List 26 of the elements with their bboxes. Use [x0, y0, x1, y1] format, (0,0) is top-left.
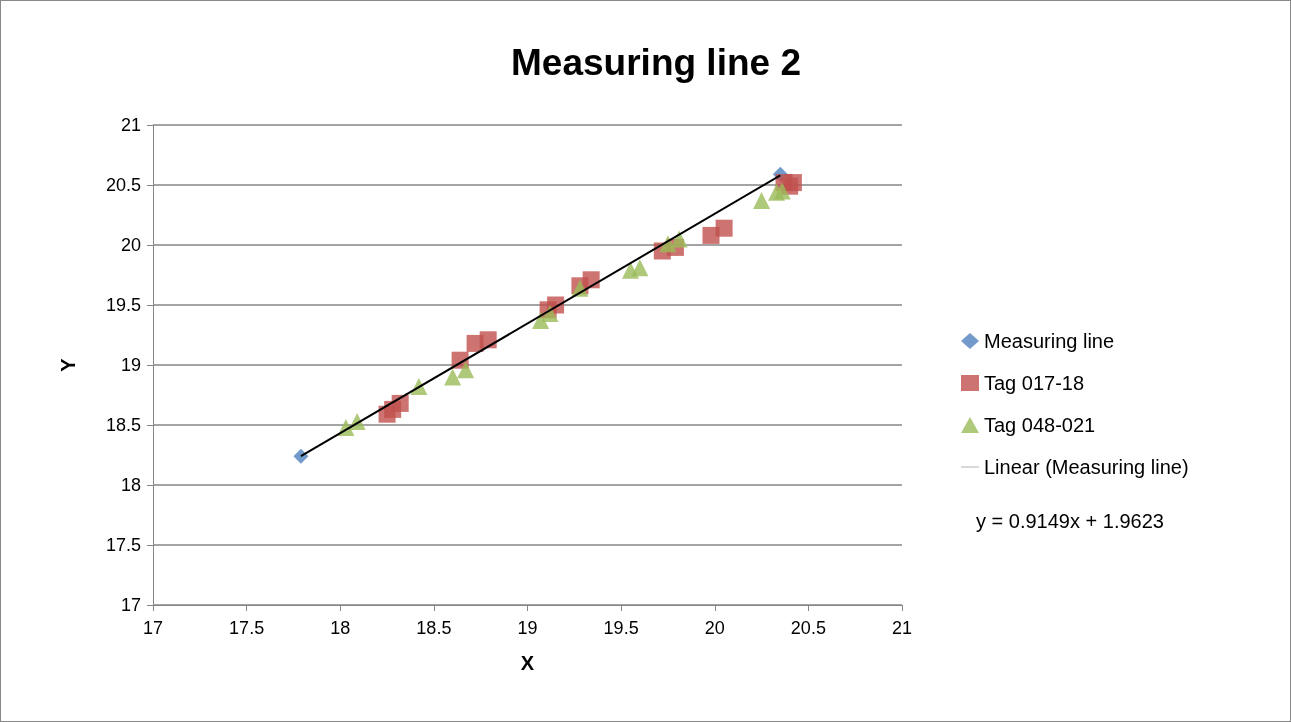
y-tick-label: 17 — [120, 595, 141, 615]
legend-label: Measuring line — [984, 330, 1115, 352]
y-tick-label: 18.5 — [105, 415, 141, 435]
y-axis-title: Y — [57, 357, 79, 372]
y-tick-label: 21 — [120, 115, 141, 135]
x-tick-label: 17.5 — [229, 618, 265, 638]
y-tick-label: 20 — [120, 235, 141, 255]
y-tick-label: 19.5 — [105, 295, 141, 315]
chart-title: Measuring line 2 — [511, 42, 801, 83]
x-tick-label: 19.5 — [603, 618, 639, 638]
x-tick-label: 20 — [704, 618, 725, 638]
y-tick-label: 18 — [120, 475, 141, 495]
x-tick-label: 21 — [891, 618, 913, 638]
x-tick-label: 18 — [330, 618, 351, 638]
x-tick-label: 17 — [142, 618, 164, 638]
y-tick-label: 19 — [120, 355, 141, 375]
y-tick-label: 17.5 — [105, 535, 141, 555]
x-tick-label: 20.5 — [790, 618, 826, 638]
legend-label: Tag 048-021 — [984, 414, 1096, 436]
x-axis-title: X — [520, 652, 535, 674]
legend-label: Tag 017-18 — [984, 372, 1085, 394]
text: y = 0.9149x + 1.9623 — [976, 510, 1164, 532]
legend-label: Linear (Measuring line) — [984, 456, 1189, 478]
x-tick-label: 18.5 — [416, 618, 452, 638]
x-tick-label: 19 — [517, 618, 538, 638]
y-tick-label: 20.5 — [105, 175, 141, 195]
